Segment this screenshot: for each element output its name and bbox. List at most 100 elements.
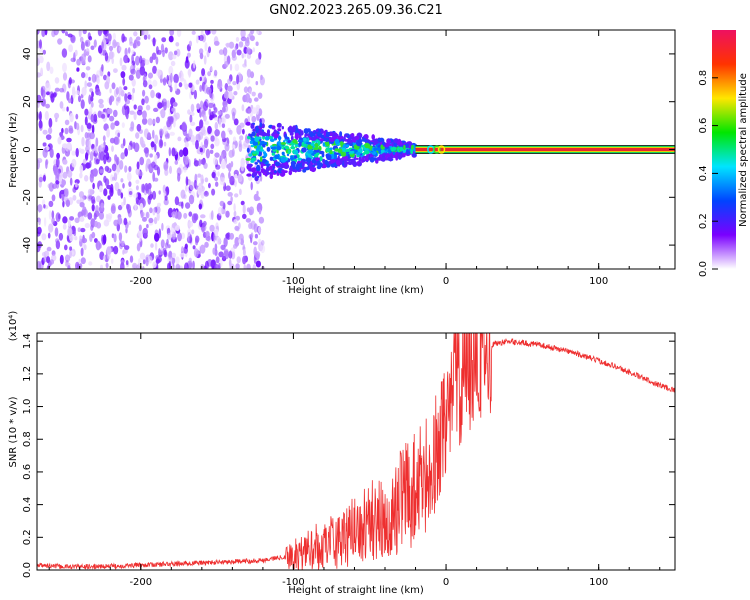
- noise-speckle: [164, 195, 168, 201]
- noise-speckle: [201, 68, 206, 77]
- noise-speckle: [233, 210, 237, 218]
- noise-speckle: [193, 89, 197, 100]
- spectrogram-panel: -200 -100 0 100 40 20 0 -20 -40 Height of straig…: [8, 29, 676, 296]
- noise-speckle: [145, 104, 151, 111]
- noise-speckle: [147, 118, 153, 126]
- noise-speckle: [79, 36, 84, 43]
- noise-speckle: [115, 87, 119, 95]
- cluster-point: [381, 156, 386, 162]
- noise-speckle: [124, 103, 127, 110]
- noise-speckle: [129, 41, 134, 46]
- noise-speckle: [74, 217, 80, 224]
- noise-speckle: [67, 98, 72, 104]
- noise-speckle: [67, 227, 73, 237]
- noise-speckle: [214, 137, 220, 147]
- cluster-point: [271, 152, 276, 156]
- noise-speckle: [121, 201, 125, 208]
- noise-speckle: [42, 174, 46, 182]
- cluster-point: [345, 151, 349, 157]
- noise-speckle: [196, 103, 201, 110]
- cluster-point: [329, 137, 335, 142]
- cluster-point: [245, 157, 251, 161]
- noise-speckle: [111, 163, 117, 172]
- noise-speckle: [173, 119, 176, 128]
- noise-speckle: [204, 42, 208, 52]
- noise-speckle: [152, 171, 156, 182]
- noise-speckle: [239, 135, 244, 141]
- noise-speckle: [227, 162, 232, 173]
- noise-speckle: [61, 30, 66, 34]
- noise-speckle: [128, 166, 132, 172]
- noise-speckle: [219, 200, 225, 207]
- cluster-point: [310, 142, 315, 146]
- noise-speckle: [62, 223, 67, 230]
- noise-speckle: [181, 122, 187, 132]
- cluster-point: [290, 135, 294, 141]
- cluster-point: [254, 176, 259, 182]
- noise-speckle: [142, 110, 147, 119]
- noise-speckle: [185, 185, 188, 192]
- noise-speckle: [210, 65, 213, 72]
- noise-speckle: [255, 260, 261, 268]
- noise-speckle: [103, 154, 107, 165]
- noise-speckle: [159, 109, 166, 115]
- noise-speckle: [180, 189, 186, 199]
- noise-speckle: [242, 63, 248, 68]
- noise-speckle: [91, 204, 95, 212]
- noise-speckle: [224, 83, 229, 91]
- noise-speckle: [98, 98, 104, 105]
- noise-speckle: [171, 147, 176, 157]
- noise-speckle: [232, 136, 237, 142]
- noise-speckle: [135, 132, 140, 139]
- noise-speckle: [193, 60, 196, 69]
- noise-speckle: [111, 82, 116, 90]
- noise-speckle: [199, 110, 202, 118]
- noise-speckle: [223, 237, 228, 248]
- noise-speckle: [88, 35, 93, 41]
- noise-speckle: [74, 236, 78, 241]
- noise-speckle: [176, 30, 182, 38]
- noise-speckle: [234, 179, 237, 188]
- noise-speckle: [131, 78, 136, 87]
- noise-speckle: [86, 132, 90, 138]
- noise-speckle: [209, 149, 214, 154]
- noise-speckle: [257, 92, 263, 99]
- noise-speckle: [95, 158, 100, 165]
- cluster-point: [269, 156, 274, 161]
- noise-speckle: [48, 210, 52, 220]
- cluster-point: [259, 156, 263, 162]
- noise-speckle: [46, 256, 51, 264]
- cluster-point: [319, 156, 323, 162]
- cluster-point: [334, 138, 340, 145]
- noise-speckle: [109, 88, 112, 94]
- noise-speckle: [84, 72, 89, 79]
- noise-speckle: [155, 116, 161, 124]
- noise-speckle: [203, 55, 207, 65]
- noise-speckle: [164, 47, 168, 54]
- noise-speckle: [79, 194, 85, 203]
- noise-speckle: [48, 127, 53, 135]
- cluster-point: [376, 147, 382, 151]
- cluster-point: [250, 137, 256, 142]
- noise-speckle: [37, 30, 40, 35]
- cluster-point: [392, 151, 396, 155]
- noise-speckle: [246, 47, 251, 55]
- noise-speckle: [69, 112, 74, 123]
- noise-speckle: [87, 212, 93, 220]
- cluster-point: [263, 152, 268, 158]
- noise-speckle: [225, 210, 230, 218]
- cluster-point: [295, 164, 300, 171]
- noise-speckle: [172, 54, 177, 60]
- noise-speckle: [245, 218, 252, 223]
- tone-band-layer: [415, 147, 675, 152]
- noise-speckle: [135, 179, 140, 184]
- cluster-point: [281, 126, 284, 130]
- noise-speckle: [84, 108, 89, 116]
- noise-speckle: [134, 202, 137, 212]
- cluster-point: [293, 149, 299, 155]
- cluster-point: [355, 157, 359, 160]
- noise-speckle: [77, 211, 83, 218]
- noise-speckle: [149, 191, 153, 201]
- noise-speckle: [204, 260, 209, 269]
- cluster-point: [260, 131, 267, 137]
